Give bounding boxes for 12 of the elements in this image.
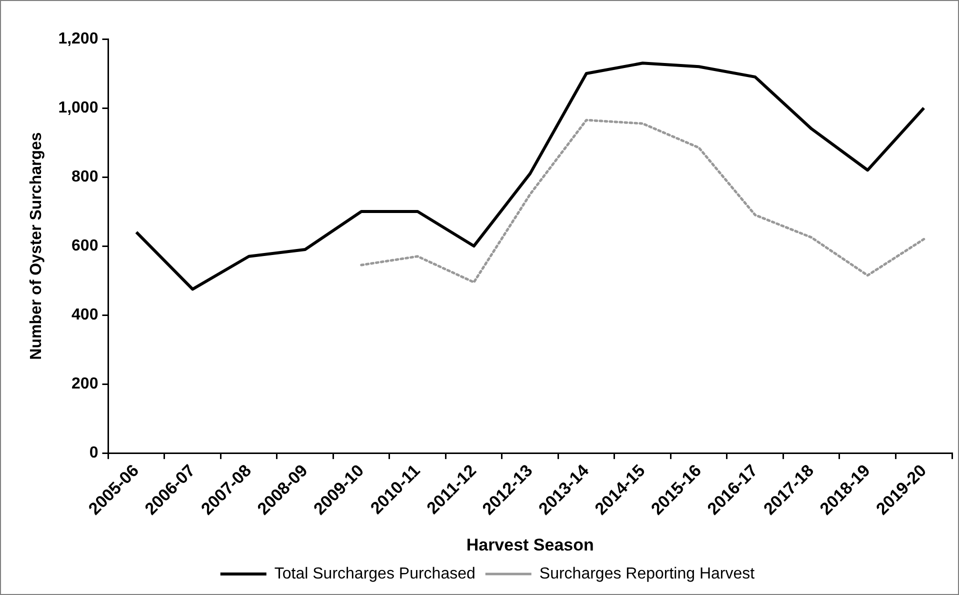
legend-label: Surcharges Reporting Harvest bbox=[539, 565, 756, 582]
y-tick-label: 200 bbox=[72, 375, 98, 392]
y-tick-label: 0 bbox=[89, 444, 98, 462]
legend-label: Total Surcharges Purchased bbox=[274, 565, 476, 582]
y-tick-label: 600 bbox=[72, 237, 98, 254]
x-axis-title: Harvest Season bbox=[466, 535, 594, 554]
y-tick-label: 1,200 bbox=[58, 30, 98, 48]
y-tick-label: 400 bbox=[72, 306, 98, 324]
y-axis-title: Number of Oyster Surcharges bbox=[28, 132, 46, 360]
y-tick-label: 1,000 bbox=[58, 99, 98, 116]
y-tick-label: 800 bbox=[72, 168, 98, 186]
line-series bbox=[360, 118, 926, 284]
